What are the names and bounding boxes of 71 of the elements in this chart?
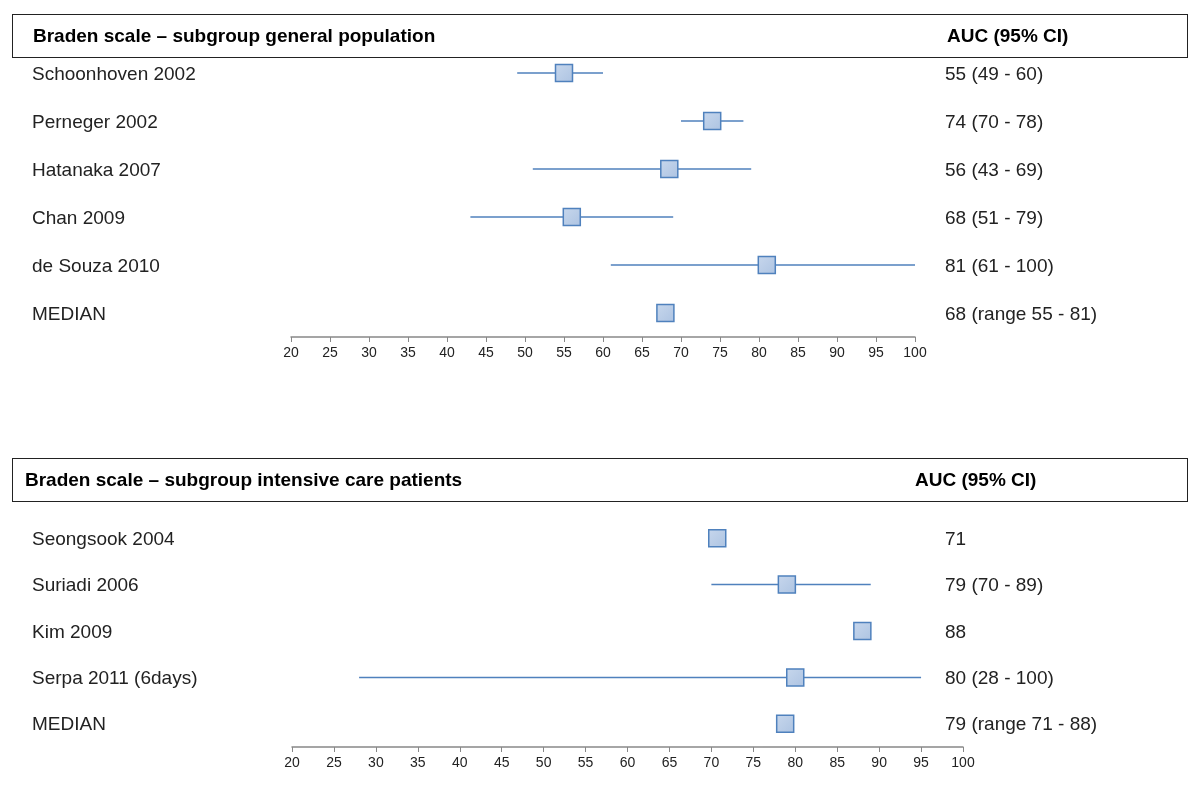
annotation: 88 bbox=[945, 620, 967, 642]
x-tick-label: 20 bbox=[284, 754, 300, 770]
chart-title: Braden scale – subgroup intensive care patients bbox=[25, 469, 463, 491]
x-tick-label: 65 bbox=[634, 344, 650, 360]
x-tick-label: 60 bbox=[595, 344, 611, 360]
x-tick-label: 45 bbox=[478, 344, 494, 360]
x-tick-label: 40 bbox=[451, 754, 468, 770]
point bbox=[786, 668, 805, 687]
text: 55 (49 - 60) bbox=[945, 62, 1044, 84]
point bbox=[853, 621, 872, 641]
x-tick-label: 35 bbox=[400, 344, 416, 360]
y-tick-label: Serpa 2011 (6days) bbox=[32, 666, 198, 688]
x-tick-label: 80 bbox=[787, 754, 804, 770]
text: 56 (43 - 69) bbox=[945, 158, 1044, 180]
x-tick-label: 20 bbox=[283, 344, 299, 360]
x-tick-label: 90 bbox=[871, 754, 888, 770]
x-tick-label: 75 bbox=[712, 344, 728, 360]
text: AUC (95% CI) bbox=[915, 469, 1037, 491]
x-tick-label: 75 bbox=[745, 754, 762, 770]
x-tick-label: 85 bbox=[829, 754, 846, 770]
y-tick-label: MEDIAN bbox=[32, 302, 106, 324]
x-tick-label: 70 bbox=[673, 344, 689, 360]
x-tick-label: 30 bbox=[368, 754, 384, 770]
x-tick-label: 80 bbox=[751, 344, 767, 360]
point bbox=[777, 575, 797, 594]
x-tick-label: 25 bbox=[322, 344, 338, 360]
y-tick-label: Kim 2009 bbox=[32, 620, 113, 642]
x-tick-label: 90 bbox=[829, 344, 845, 360]
x-tick-label: 100 bbox=[903, 344, 927, 360]
text: AUC (95% CI) bbox=[947, 25, 1069, 47]
annotation: 80 (28 - 100) bbox=[945, 666, 1054, 688]
y-tick-label: Hatanaka 2007 bbox=[32, 158, 161, 180]
y-tick-label: Seongsook 2004 bbox=[32, 527, 176, 549]
x-tick-label: 55 bbox=[577, 754, 594, 770]
x-tick-label: 50 bbox=[535, 754, 552, 770]
x-tick-label: 100 bbox=[951, 754, 975, 770]
y-tick-label: MEDIAN bbox=[32, 713, 106, 735]
x-tick-label: 30 bbox=[361, 344, 377, 360]
point bbox=[702, 111, 722, 131]
text: 74 (70 - 78) bbox=[945, 110, 1044, 132]
y-tick-label: Chan 2009 bbox=[32, 206, 125, 228]
point bbox=[757, 255, 777, 275]
point bbox=[562, 207, 582, 227]
x-tick-label: 45 bbox=[493, 754, 510, 770]
y-tick-label: Schoonhoven 2002 bbox=[32, 62, 196, 84]
chart-title: Braden scale – subgroup general population bbox=[33, 25, 436, 47]
point bbox=[708, 528, 727, 548]
annotation: 79 (range 71 - 88) bbox=[945, 713, 1098, 735]
annotation: 79 (70 - 89) bbox=[945, 574, 1044, 596]
y-tick-label: Perneger 2002 bbox=[32, 110, 158, 132]
point bbox=[656, 303, 675, 323]
text: 68 (51 - 79) bbox=[945, 206, 1044, 228]
y-tick-label: Suriadi 2006 bbox=[32, 574, 139, 596]
x-tick-label: 35 bbox=[410, 754, 426, 770]
point bbox=[775, 714, 795, 734]
annotation: 71 bbox=[945, 527, 967, 549]
x-tick-label: 55 bbox=[556, 344, 572, 360]
y-tick-label: de Souza 2010 bbox=[32, 254, 160, 276]
x-tick-label: 85 bbox=[790, 344, 806, 360]
text: 68 (range 55 - 81) bbox=[945, 302, 1098, 324]
point bbox=[554, 63, 574, 83]
x-tick-label: 50 bbox=[517, 344, 533, 360]
x-tick-label: 95 bbox=[868, 344, 884, 360]
x-tick-label: 25 bbox=[326, 754, 342, 770]
text: 81 (61 - 100) bbox=[945, 254, 1054, 276]
x-tick-label: 60 bbox=[619, 754, 636, 770]
x-tick-label: 95 bbox=[913, 754, 930, 770]
x-tick-label: 70 bbox=[703, 754, 720, 770]
x-tick-label: 65 bbox=[661, 754, 678, 770]
point bbox=[660, 159, 679, 179]
x-tick-label: 40 bbox=[439, 344, 455, 360]
